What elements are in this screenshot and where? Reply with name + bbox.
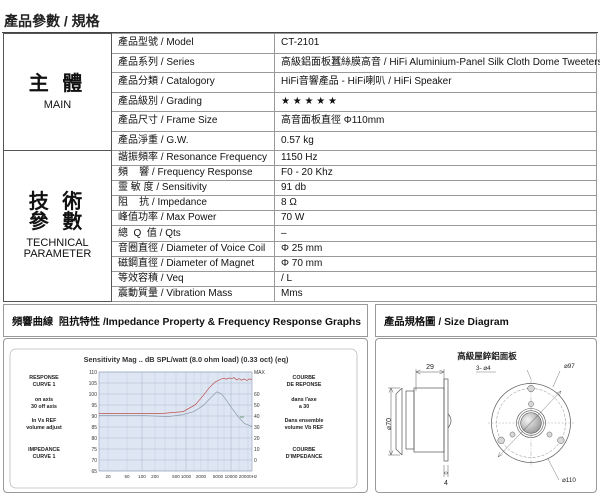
svg-text:110: 110 — [89, 370, 97, 376]
svg-text:10000: 10000 — [225, 474, 238, 479]
svg-text:90: 90 — [91, 414, 97, 420]
svg-text:RESPONSE: RESPONSE — [29, 375, 59, 381]
svg-text:MAX: MAX — [254, 370, 266, 376]
svg-text:COURBE: COURBE — [293, 375, 316, 381]
svg-text:50: 50 — [254, 403, 260, 409]
svg-text:10: 10 — [254, 447, 260, 453]
svg-text:70: 70 — [91, 458, 97, 464]
svg-text:volume adjust: volume adjust — [26, 425, 62, 431]
svg-text:Dans ensemble: Dans ensemble — [285, 418, 324, 424]
svg-text:In Vs REF: In Vs REF — [32, 418, 57, 424]
svg-text:1000: 1000 — [181, 474, 192, 479]
svg-text:on axis: on axis — [35, 397, 53, 403]
svg-text:a 30: a 30 — [299, 404, 309, 410]
svg-text:30 off axis: 30 off axis — [31, 404, 57, 410]
svg-text:95: 95 — [91, 403, 97, 409]
svg-text:500: 500 — [172, 474, 180, 479]
svg-text:⌀110: ⌀110 — [562, 477, 576, 484]
svg-text:20000Hz: 20000Hz — [239, 474, 258, 479]
svg-text:80: 80 — [91, 436, 97, 442]
svg-text:20: 20 — [254, 436, 260, 442]
svg-text:D'IMPEDANCE: D'IMPEDANCE — [286, 454, 323, 460]
svg-text:⌀70: ⌀70 — [386, 418, 393, 430]
svg-text:volume Vb REF: volume Vb REF — [285, 425, 325, 431]
svg-text:20: 20 — [105, 474, 111, 479]
svg-text:30: 30 — [254, 425, 260, 431]
svg-text:5000: 5000 — [213, 474, 224, 479]
svg-text:50: 50 — [124, 474, 130, 479]
svg-text:3- ⌀4: 3- ⌀4 — [476, 365, 491, 372]
svg-text:100: 100 — [138, 474, 146, 479]
svg-text:60: 60 — [254, 392, 260, 398]
svg-text:COURBE: COURBE — [293, 447, 316, 453]
svg-text:105: 105 — [89, 381, 98, 387]
svg-text:0: 0 — [254, 458, 257, 464]
svg-text:Sensitivity Mag .. dB SPL/watt: Sensitivity Mag .. dB SPL/watt (8.0 ohm … — [84, 355, 289, 364]
svg-text:65: 65 — [91, 469, 97, 475]
svg-text:高級屋錊鋁面板: 高級屋錊鋁面板 — [457, 351, 517, 361]
svg-text:CURVE 1: CURVE 1 — [33, 382, 56, 388]
svg-text:dans l'axe: dans l'axe — [291, 397, 316, 403]
svg-text:2000: 2000 — [196, 474, 207, 479]
svg-text:100: 100 — [89, 392, 98, 398]
svg-text:200: 200 — [151, 474, 159, 479]
svg-text:4: 4 — [444, 480, 448, 487]
svg-text:IMPEDANCE: IMPEDANCE — [28, 447, 60, 453]
svg-text:29: 29 — [426, 364, 434, 371]
svg-text:75: 75 — [91, 447, 97, 453]
svg-text:85: 85 — [91, 425, 97, 431]
svg-text:40: 40 — [254, 414, 260, 420]
svg-text:DE REPONSE: DE REPONSE — [287, 382, 322, 388]
svg-text:CURVE 1: CURVE 1 — [33, 454, 56, 460]
svg-text:⌀97: ⌀97 — [564, 363, 575, 370]
